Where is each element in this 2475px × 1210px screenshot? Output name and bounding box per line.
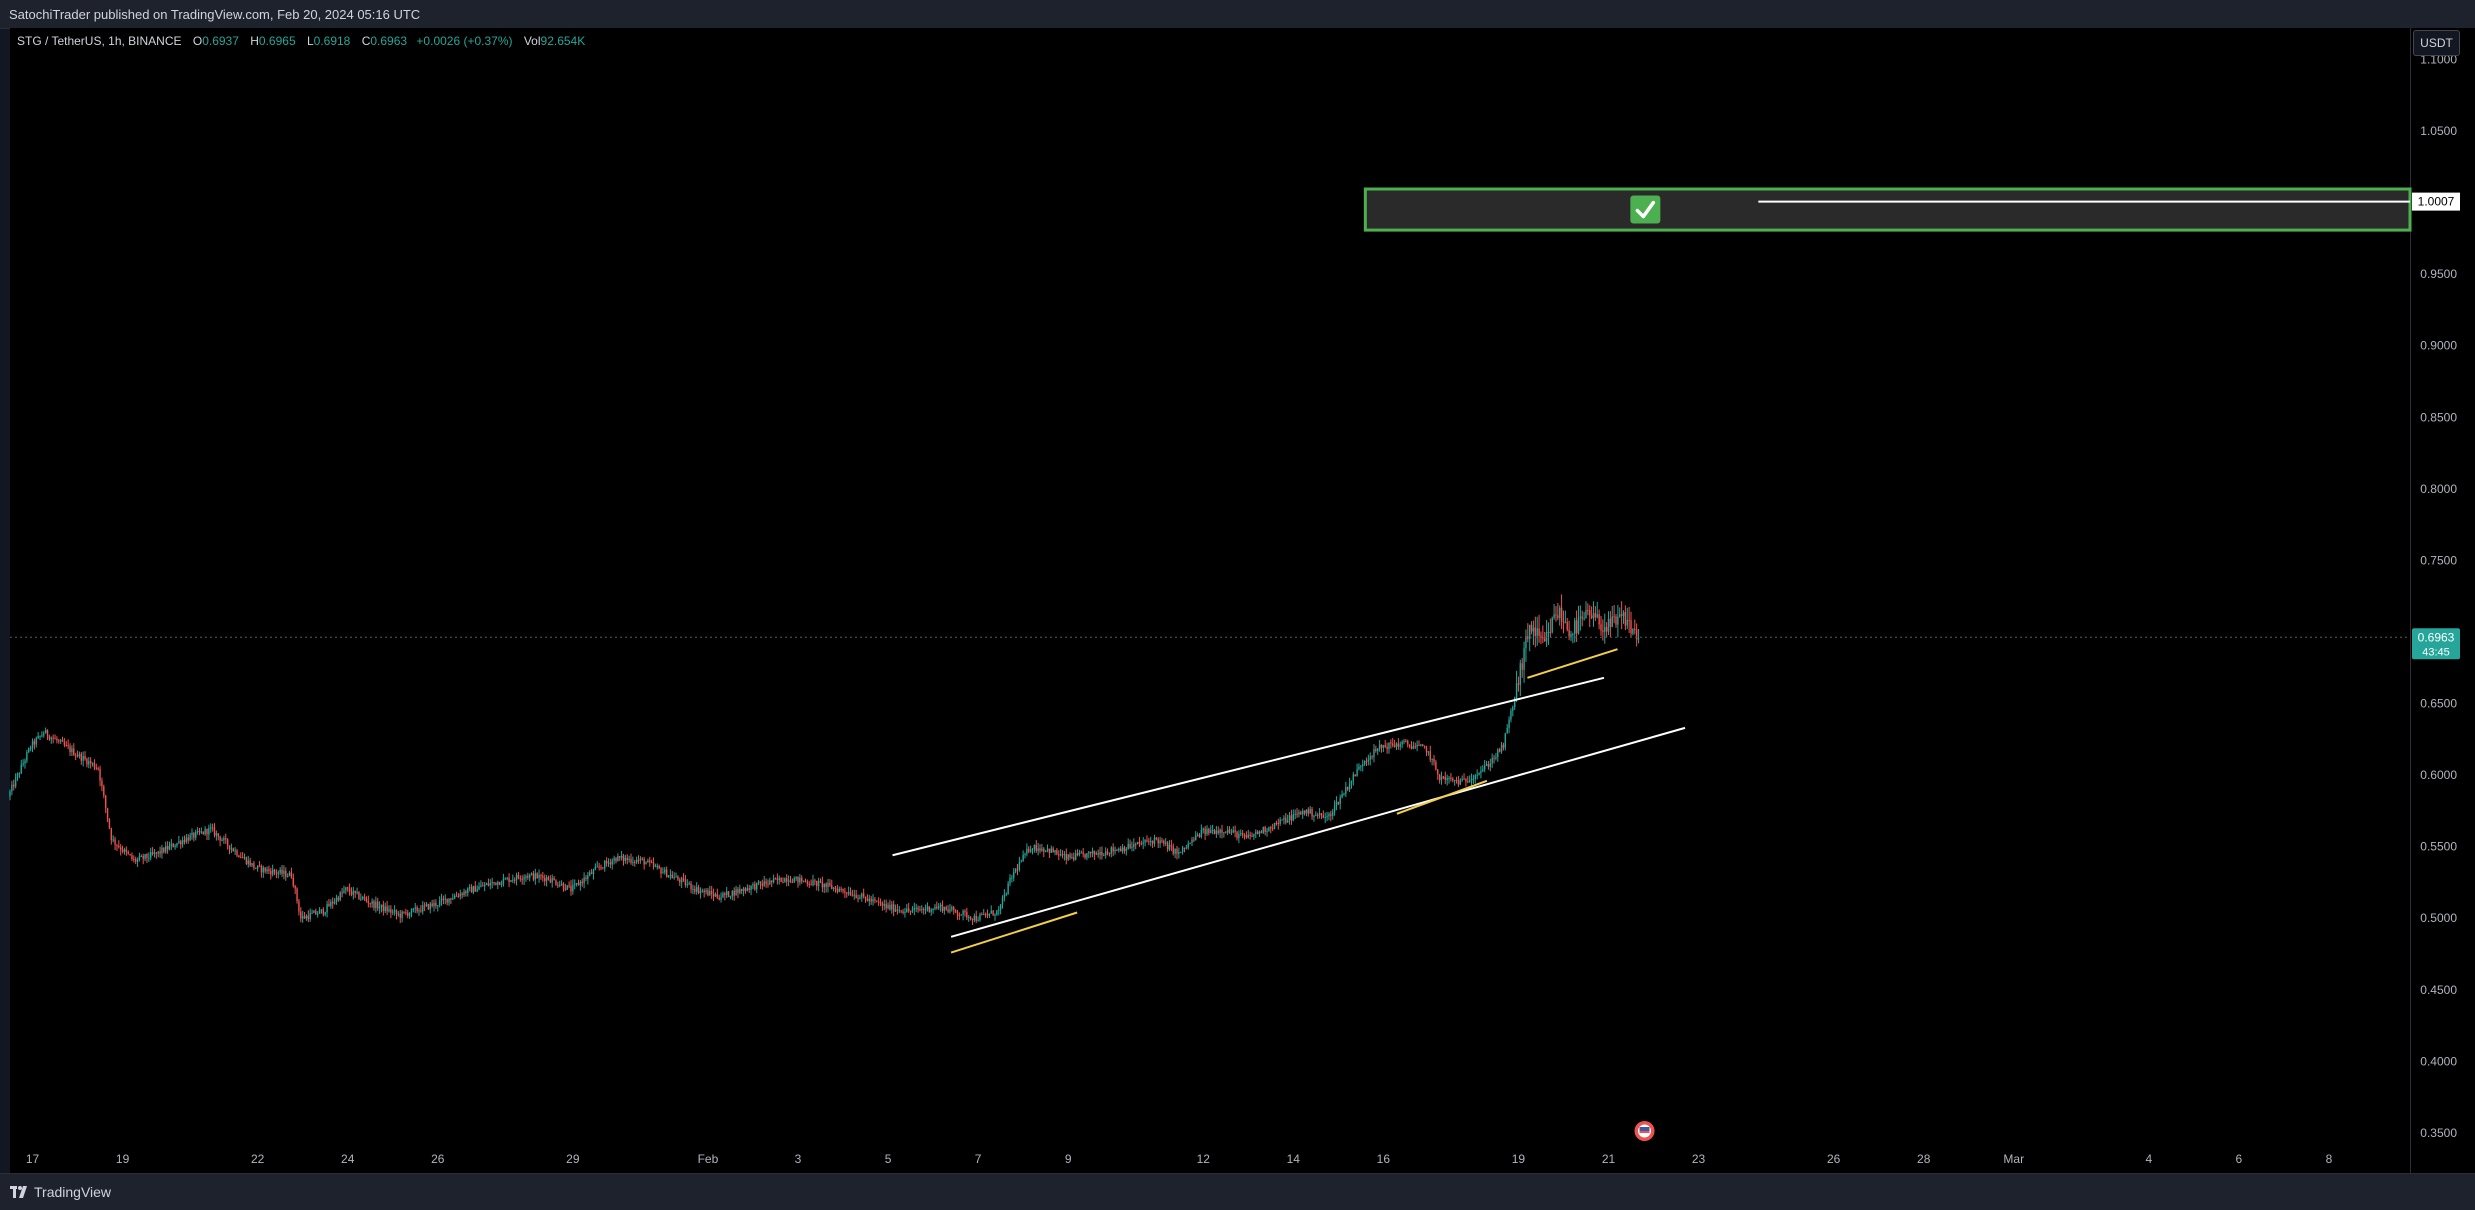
low-value: 0.6918 xyxy=(313,34,351,48)
tradingview-logo[interactable]: TradingView xyxy=(10,1184,111,1200)
symbol-legend: STG / TetherUS, 1h, BINANCE O0.6937 H0.6… xyxy=(17,34,585,48)
high-value: 0.6965 xyxy=(258,34,296,48)
open-value: 0.6937 xyxy=(202,34,239,48)
close-value: 0.6963 xyxy=(370,34,408,48)
low-label: L xyxy=(306,34,314,48)
tradingview-brand: TradingView xyxy=(34,1184,112,1200)
open-label: O xyxy=(192,34,203,48)
close-label: C xyxy=(361,34,371,48)
high-label: H xyxy=(250,34,259,48)
volume-value: 92.654K xyxy=(540,34,586,48)
tradingview-logo-icon xyxy=(10,1186,27,1198)
publish-header: SatochiTrader published on TradingView.c… xyxy=(0,0,2475,29)
price-axis[interactable] xyxy=(2410,28,2475,1173)
chart-area[interactable] xyxy=(10,28,2410,1173)
currency-button[interactable]: USDT xyxy=(2413,30,2460,56)
footer: TradingView xyxy=(0,1173,2475,1210)
symbol-name: STG / TetherUS, 1h, BINANCE xyxy=(17,34,182,48)
volume-label: Vol xyxy=(523,34,541,48)
publish-info: SatochiTrader published on TradingView.c… xyxy=(9,7,421,22)
price-change: +0.0026 (+0.37%) xyxy=(416,34,513,48)
